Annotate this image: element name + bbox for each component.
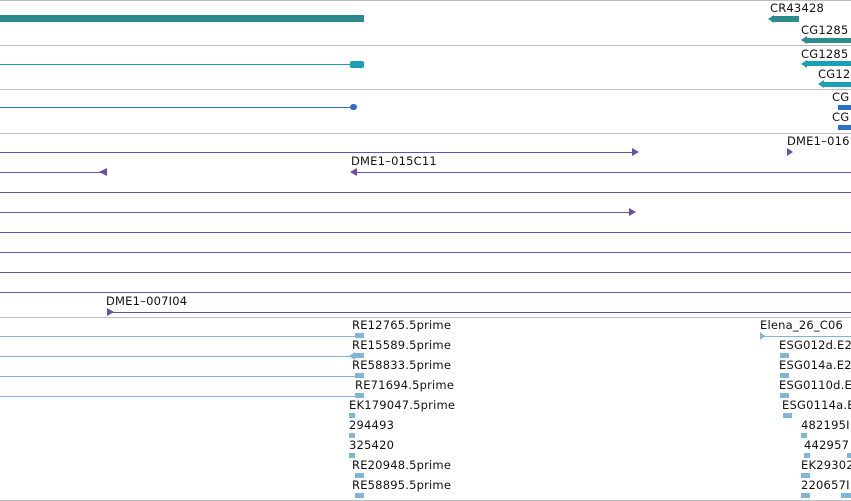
est-block[interactable] [804,453,810,458]
est-label[interactable]: ESG012d.E2 [779,338,851,352]
cds-intron-line [0,107,352,108]
est-block[interactable] [801,493,810,498]
est-label[interactable]: 482195I [801,418,850,432]
strand-arrow-icon [787,148,793,156]
clone-line[interactable] [0,252,851,253]
est-label[interactable]: RE15589.5prime [352,338,452,352]
est-line[interactable] [0,356,356,357]
strand-arrow-icon [99,168,107,176]
gene-feature-bar[interactable] [0,15,364,22]
feature-label-cr43428[interactable]: CR43428 [770,1,825,15]
clone-line[interactable] [0,232,851,233]
est-block[interactable] [780,353,789,358]
feature-label-dme1-007i04[interactable]: DME1–007I04 [106,294,188,308]
est-label[interactable]: 442957 [804,438,850,452]
feature-label-dme1-015c11[interactable]: DME1–015C11 [351,154,437,168]
est-block[interactable] [355,393,364,398]
est-line[interactable] [764,336,851,337]
est-block[interactable] [801,473,810,478]
track-divider [0,317,851,318]
gene-feature-cg1285[interactable] [806,38,851,43]
clone-line[interactable] [0,212,632,213]
strand-arrow-icon [760,332,765,340]
est-label[interactable]: EK179047.5prime [349,398,456,412]
est-label[interactable]: RE20948.5prime [352,458,452,472]
est-label[interactable]: RE12765.5prime [352,318,452,332]
est-line[interactable] [0,336,356,337]
est-block[interactable] [355,493,364,498]
est-label[interactable]: 325420 [349,438,395,452]
est-line[interactable] [0,396,356,397]
feature-label-cg-d[interactable]: CG [832,90,850,104]
strand-arrow-icon [350,168,357,176]
feature-label-cg1285-a[interactable]: CG1285 [801,23,849,37]
est-block[interactable] [355,353,364,358]
est-label[interactable]: Elena_26_C06 [760,318,844,332]
cds-feature-cg[interactable] [838,125,851,130]
est-label[interactable]: EK29302 [801,458,851,472]
clone-line[interactable] [112,312,851,313]
est-block[interactable] [349,413,355,418]
clone-line[interactable] [0,292,851,293]
est-block[interactable] [847,453,851,458]
est-block[interactable] [841,493,851,498]
strand-arrow-icon [632,148,639,156]
clone-line[interactable] [355,172,851,173]
est-block[interactable] [349,433,355,438]
est-block[interactable] [355,473,364,478]
transcript-exon[interactable] [350,61,364,68]
est-block[interactable] [783,413,792,418]
strand-arrow-icon [629,208,636,216]
strand-arrow-icon [768,15,774,23]
est-block[interactable] [355,373,364,378]
feature-label-cg12[interactable]: CG12 [818,67,851,81]
clone-line[interactable] [0,152,634,153]
cds-exon[interactable] [350,104,357,110]
track-divider [0,133,851,134]
strand-arrow-icon [349,352,355,360]
transcript-feature-cg12[interactable] [823,82,851,87]
feature-label-cg-e[interactable]: CG [832,110,850,124]
est-label[interactable]: RE71694.5prime [355,378,455,392]
est-label[interactable]: 220657I [801,478,850,492]
est-block[interactable] [801,433,807,438]
est-label[interactable]: 294493 [349,418,395,432]
strand-arrow-icon [801,60,807,68]
transcript-intron-line [0,64,352,65]
clone-line[interactable] [0,192,851,193]
est-block[interactable] [355,333,364,338]
track-divider [0,0,851,1]
feature-label-dme1-016[interactable]: DME1–016 [787,134,850,148]
cds-feature-cg[interactable] [838,105,851,110]
strand-arrow-icon [801,36,807,44]
est-line[interactable] [0,376,356,377]
est-label[interactable]: RE58895.5prime [352,478,452,492]
est-block[interactable] [349,453,355,458]
est-label[interactable]: RE58833.5prime [352,358,452,372]
feature-label-cg1285-b[interactable]: CG1285 [801,47,849,61]
transcript-feature-cg1285[interactable] [806,61,851,66]
track-divider [0,89,851,90]
est-block[interactable] [780,393,789,398]
est-block[interactable] [780,373,789,378]
est-label[interactable]: ESG014a.E2 [779,358,851,372]
gene-feature-cr43428[interactable] [772,16,799,22]
strand-arrow-icon [818,80,824,88]
strand-arrow-icon [107,308,114,316]
clone-line[interactable] [0,272,851,273]
clone-line[interactable] [0,172,106,173]
est-label[interactable]: ESG0114a.E [782,398,851,412]
est-label[interactable]: ESG0110d.E [779,378,851,392]
track-divider [0,45,851,46]
